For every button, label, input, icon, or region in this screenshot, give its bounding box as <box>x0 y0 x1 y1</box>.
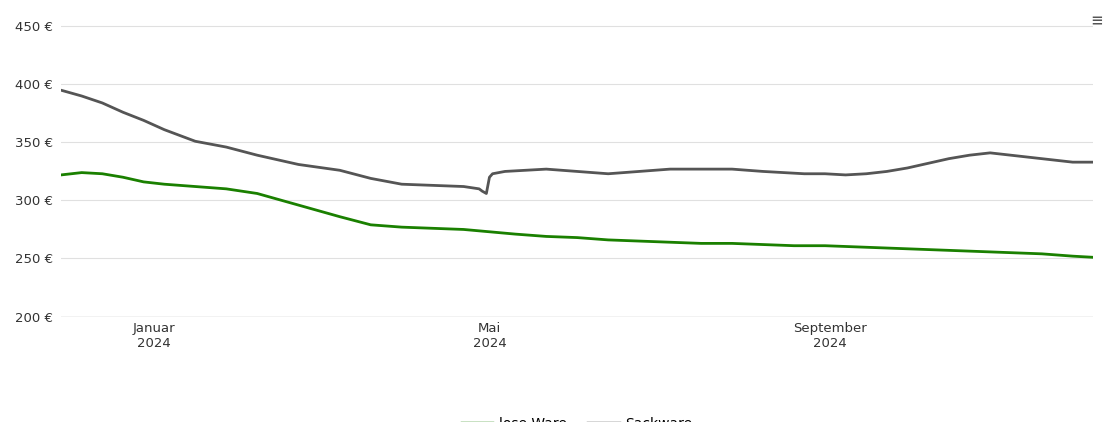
Text: ≡: ≡ <box>1091 13 1102 31</box>
Legend: lose Ware, Sackware: lose Ware, Sackware <box>456 411 698 422</box>
